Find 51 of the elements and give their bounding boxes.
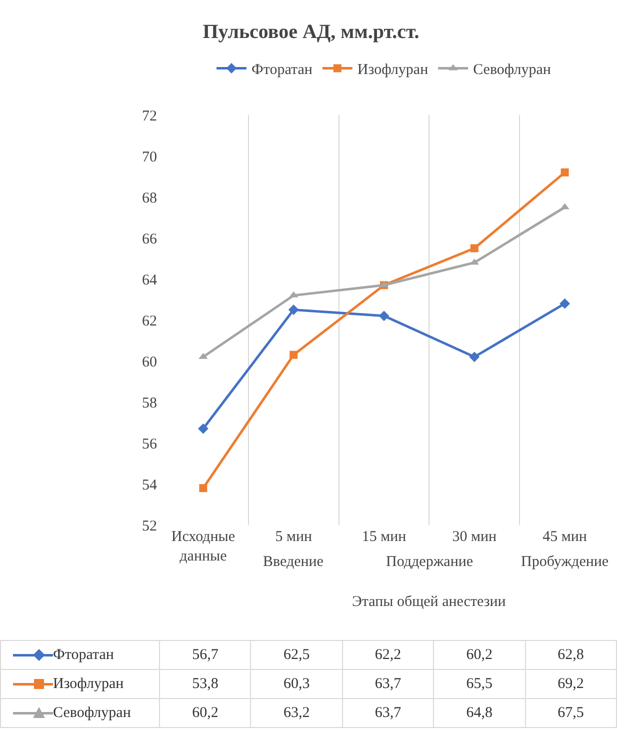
y-tick-label: 64 — [142, 272, 158, 288]
point — [199, 484, 208, 492]
y-tick-label: 54 — [142, 477, 158, 494]
data-label: 62,8 — [525, 640, 616, 670]
point — [378, 310, 390, 322]
y-tick-label: 70 — [142, 149, 157, 166]
text: Изофлуран — [53, 676, 124, 692]
data-label: 69,2 — [525, 670, 616, 698]
text: Фторатан — [53, 646, 114, 662]
point — [469, 352, 480, 362]
x-tick-label: 5 мин — [275, 529, 312, 545]
y-tick-label: 72 — [142, 108, 157, 124]
x-tick-label: 30 мин — [452, 529, 497, 545]
y-tick-label: 58 — [142, 395, 157, 412]
y-tick-label: 52 — [142, 518, 157, 534]
data-label: 60,3 — [250, 670, 342, 698]
text: Пробуждение — [521, 554, 609, 570]
y-tick-label: 68 — [142, 190, 157, 206]
data-label: 56,7 — [160, 640, 251, 670]
legend-label: Фторатан — [252, 62, 312, 78]
text: Севофлуран — [53, 704, 131, 720]
data-label: 63,2 — [250, 698, 342, 728]
data-label: 60,2 — [434, 640, 526, 670]
point — [560, 298, 570, 309]
x-tick-label: Исходные данные — [171, 529, 236, 564]
point — [560, 168, 569, 176]
data-label: 53,8 — [160, 670, 251, 698]
data-label: 62,5 — [250, 640, 342, 670]
point — [198, 423, 208, 434]
text: Поддержание — [386, 554, 474, 570]
data-label: 65,5 — [434, 670, 526, 698]
legend-label: Севофлуран — [473, 62, 551, 78]
y-tick-label: 66 — [142, 231, 158, 248]
y-tick-label: 56 — [142, 436, 158, 452]
x-tick-label: 15 мин — [362, 529, 406, 545]
y-tick-label: 62 — [142, 313, 157, 330]
data-label: 63,7 — [342, 698, 434, 728]
text: Введение — [263, 554, 324, 570]
chart-title: Пульсовое АД, мм.рт.ст. — [202, 21, 420, 43]
y-tick-label: 60 — [142, 354, 157, 370]
data-label: 62,2 — [342, 640, 434, 670]
point — [288, 304, 299, 315]
data-label: 64,8 — [434, 698, 526, 728]
point — [470, 244, 478, 252]
data-label: 63,7 — [342, 670, 434, 698]
legend-label: Изофлуран — [357, 62, 428, 78]
text: Этапы общей анестезии — [352, 594, 506, 610]
x-tick-label: 45 мин — [542, 529, 587, 545]
data-label: 60,2 — [160, 698, 251, 728]
point — [290, 350, 298, 359]
data-label: 67,5 — [525, 698, 616, 728]
